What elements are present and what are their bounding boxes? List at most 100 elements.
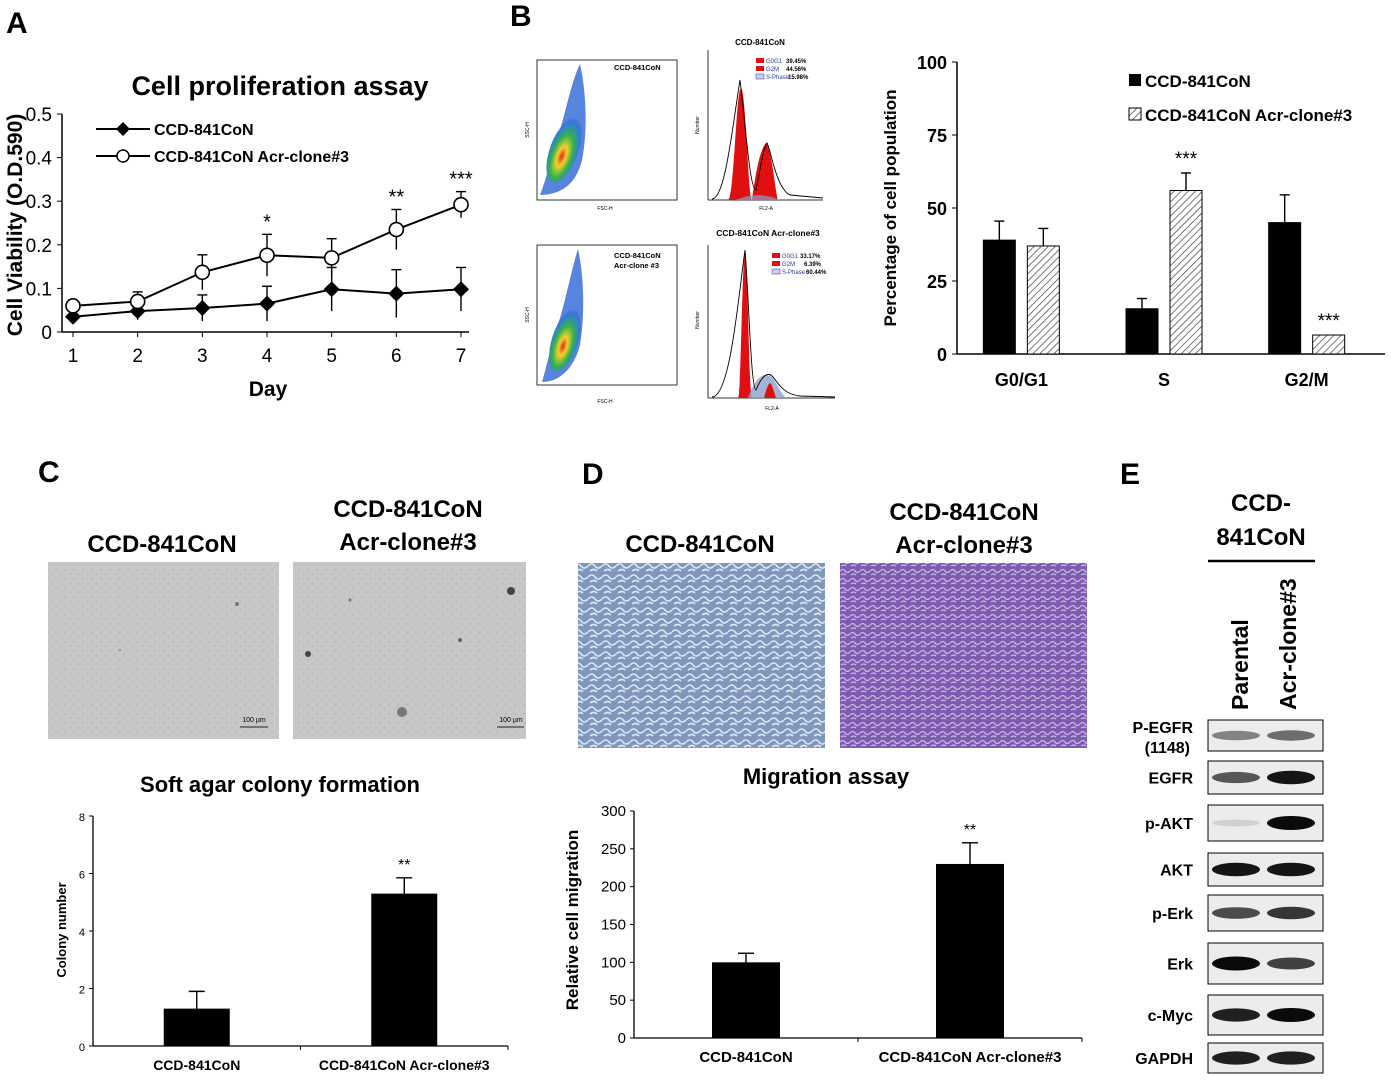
chart-a-point-diamond	[388, 285, 405, 302]
blot-band-lane-1	[1212, 1051, 1260, 1065]
chart-a: Cell proliferation assay Cell Viability …	[4, 71, 473, 401]
chart-b-ylabel: Percentage of cell population	[881, 89, 900, 326]
blot-band-lane-2	[1267, 1008, 1315, 1022]
panel-e-header-1: CCD-	[1231, 490, 1291, 517]
chart-b-x-tick-label: G0/G1	[995, 370, 1048, 390]
chart-b-legend-series-2: CCD-841CoN Acr-clone#3	[1145, 106, 1352, 125]
legend-swatch-hatched	[1128, 107, 1142, 121]
flow-scatter-top-label: CCD-841CoN	[614, 63, 661, 72]
chart-c-y-tick-label: 0	[79, 1042, 85, 1054]
chart-a-y-tick-label: 0.4	[26, 149, 53, 170]
flow-top-stat-value-3: 15.98%	[788, 75, 809, 81]
blot-band-lane-1	[1212, 956, 1260, 971]
blot-band-lane-2	[1267, 906, 1315, 920]
chart-a-xlabel: Day	[249, 378, 288, 401]
blot-band-lane-2	[1267, 816, 1315, 830]
chart-d-title: Migration assay	[743, 764, 910, 789]
chart-c-y-tick-label: 2	[79, 985, 85, 997]
legend-marker-diamond	[116, 122, 130, 136]
chart-a-legend-series-2: CCD-841CoN Acr-clone#3	[154, 149, 349, 166]
chart-a-point-circle	[259, 247, 275, 264]
western-blot: P-EGFR (1148) EGFR p-AKT AKT p-Erk Erk c-Myc GAP…	[1133, 719, 1324, 1074]
blot-band-lane-1	[1212, 907, 1260, 919]
chart-a-ylabel: Cell Viability (O.D.590)	[4, 114, 27, 337]
chart-b-x-tick-label: S	[1158, 370, 1170, 390]
legend-swatch-solid	[1129, 74, 1141, 86]
flow-histogram-top: CCD-841CoN G0G1 39.45% G2M 44.56% S-Phas…	[695, 38, 824, 212]
blot-row-label: c-Myc	[1148, 1008, 1193, 1025]
flow-top-stat-value-2: 44.56%	[786, 67, 807, 73]
chart-a-point-diamond	[453, 281, 469, 298]
axis-ssc-top: SSC-H	[525, 122, 531, 138]
axis-fl2-bottom: FL2-A	[765, 406, 779, 412]
panel-label-e: E	[1120, 458, 1140, 491]
flow-bottom-stat-value-1: 33.17%	[800, 254, 821, 260]
flow-histogram-top-title: CCD-841CoN	[735, 38, 785, 47]
flow-bottom-stat-label-2: G2M	[782, 262, 795, 268]
lane-label-clone: Acr-clone#3	[1275, 578, 1301, 710]
panel-d-label-right-2: Acr-clone#3	[895, 532, 1032, 559]
chart-c-y-tick-label: 6	[79, 870, 85, 882]
blot-band-lane-1	[1212, 819, 1260, 827]
flow-top-stat-label-2: G2M	[766, 67, 779, 73]
chart-a-x-tick-label: 2	[132, 346, 143, 367]
legend-marker-circle	[116, 149, 130, 163]
panel-label-b: B	[510, 0, 532, 33]
chart-c-y-tick-label: 8	[79, 812, 85, 824]
panel-d-label-right-1: CCD-841CoN	[889, 499, 1038, 526]
panel-c-label-right-1: CCD-841CoN	[333, 496, 482, 523]
blot-row-label: p-AKT	[1145, 816, 1193, 833]
blot-row-label: EGFR	[1149, 771, 1194, 788]
flow-scatter-bottom-label-1: CCD-841CoN	[614, 251, 661, 260]
chart-d-bar	[712, 962, 780, 1038]
chart-b-bar-1	[1125, 308, 1159, 355]
chart-b: Percentage of cell population CCD-841CoN…	[881, 53, 1385, 390]
chart-d-y-tick-label: 100	[601, 954, 626, 971]
chart-d-y-tick-label: 50	[609, 992, 626, 1009]
flow-histogram-bottom-title: CCD-841CoN Acr-clone#3	[716, 228, 820, 238]
agar-image-clone: 100 µm	[293, 562, 526, 739]
blot-band-lane-1	[1212, 771, 1260, 784]
panel-e-header-2: 841CoN	[1216, 524, 1305, 551]
axis-number-bottom: Number	[695, 311, 701, 329]
chart-a-x-tick-label: 3	[197, 346, 208, 367]
chart-c-ylabel: Colony number	[54, 882, 69, 977]
blot-row-label: P-EGFR	[1133, 720, 1194, 737]
chart-a-point-circle	[453, 196, 469, 213]
chart-b-y-tick-label: 100	[917, 53, 947, 73]
chart-b-x-tick-label: G2/M	[1285, 370, 1329, 390]
panel-label-a: A	[6, 7, 28, 40]
chart-b-significance: ***	[1318, 311, 1341, 332]
flow-scatter-top: CCD-841CoN FSC-H SSC-H	[525, 59, 678, 212]
chart-b-bar-1	[1268, 222, 1302, 355]
migration-image-clone	[840, 563, 1087, 748]
panel-c-label-right-2: Acr-clone#3	[339, 529, 476, 556]
chart-a-point-diamond	[259, 295, 275, 312]
chart-c-x-tick-label: CCD-841CoN	[153, 1057, 240, 1073]
chart-d-ylabel: Relative cell migration	[563, 830, 582, 1010]
chart-d-y-tick-label: 150	[601, 917, 626, 934]
axis-ssc-bottom: SSC-H	[525, 307, 531, 323]
blot-row-sublabel: (1148)	[1145, 740, 1190, 757]
flow-histogram-bottom: CCD-841CoN Acr-clone#3 G0G1 33.17% G2M 6…	[695, 228, 836, 412]
blot-row-label: Erk	[1167, 957, 1193, 974]
blot-band-lane-2	[1267, 957, 1315, 970]
migration-image-control	[578, 563, 825, 748]
blot-band-lane-2	[1267, 730, 1315, 741]
chart-d-x-tick-label: CCD-841CoN Acr-clone#3	[879, 1049, 1062, 1066]
chart-a-point-diamond	[194, 300, 211, 317]
chart-a-point-circle	[323, 250, 340, 266]
lane-label-parental: Parental	[1227, 619, 1253, 710]
chart-a-significance: *	[263, 211, 271, 233]
chart-a-point-circle	[388, 221, 405, 238]
chart-d-y-tick-label: 300	[601, 803, 626, 820]
chart-c-y-tick-label: 4	[79, 927, 85, 939]
chart-a-y-tick-label: 0.3	[26, 192, 52, 213]
chart-b-y-tick-label: 0	[937, 345, 947, 365]
blot-row-label: GAPDH	[1135, 1051, 1193, 1068]
chart-a-x-tick-label: 4	[262, 346, 273, 367]
chart-a-point-diamond	[65, 308, 81, 325]
flow-bottom-stat-label-3: S-Phase	[782, 270, 806, 276]
chart-a-legend: CCD-841CoN CCD-841CoN Acr-clone#3	[96, 122, 349, 166]
blot-band-lane-1	[1212, 862, 1260, 877]
